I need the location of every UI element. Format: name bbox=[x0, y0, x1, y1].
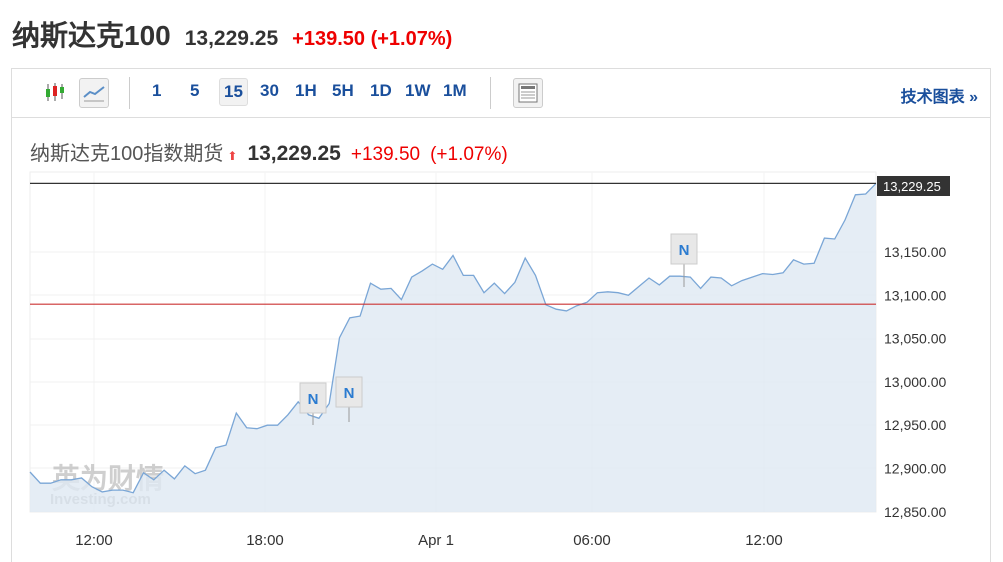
price-line bbox=[29, 182, 877, 494]
news-marker bbox=[335, 376, 363, 408]
y-tick-label: 13,000.00 bbox=[884, 374, 946, 390]
news-marker bbox=[670, 233, 698, 265]
quote-header: 纳斯达克100 13,229.25 +139.50 (+1.07%) bbox=[12, 14, 452, 54]
price: 13,229.25 bbox=[184, 27, 279, 50]
sub-change: +139.50 bbox=[350, 144, 421, 165]
interval-1H[interactable]: 1H bbox=[295, 81, 317, 100]
y-tick-label: 13,150.00 bbox=[884, 244, 946, 260]
x-tick-label: 18:00 bbox=[246, 532, 284, 549]
y-tick-label: 12,850.00 bbox=[884, 504, 946, 520]
sub-price: 13,229.25 bbox=[247, 142, 341, 165]
news-layout-icon[interactable] bbox=[513, 78, 543, 108]
chart-widget: 1 5 15 30 1H 5H 1D 1W 1M 技术图表 » bbox=[11, 68, 991, 562]
change: +139.50 (+1.07%) bbox=[292, 28, 453, 50]
news-marker-label: N bbox=[344, 385, 355, 402]
news-marker-label: N bbox=[679, 242, 690, 259]
x-tick-label: 12:00 bbox=[75, 532, 113, 549]
price-area bbox=[30, 183, 876, 512]
interval-5[interactable]: 5 bbox=[190, 81, 200, 100]
interval-1W[interactable]: 1W bbox=[405, 81, 431, 100]
interval-1[interactable]: 1 bbox=[152, 81, 162, 100]
x-tick-label: 12:00 bbox=[745, 532, 783, 549]
technical-chart-link[interactable]: 技术图表 » bbox=[900, 89, 978, 106]
interval-5H[interactable]: 5H bbox=[332, 81, 354, 100]
line-chart-icon[interactable] bbox=[79, 78, 109, 108]
news-marker bbox=[299, 382, 327, 414]
candlestick-icon[interactable] bbox=[40, 78, 70, 108]
up-arrow-icon: ⬆ bbox=[227, 149, 238, 163]
x-tick-label: Apr 1 bbox=[418, 532, 454, 549]
chart-toolbar: 1 5 15 30 1H 5H 1D 1W 1M 技术图表 » bbox=[12, 69, 990, 118]
instrument-title: 纳斯达克100 bbox=[12, 20, 171, 51]
instrument-name: 纳斯达克100指数期货 bbox=[30, 143, 224, 165]
interval-1D[interactable]: 1D bbox=[370, 81, 392, 100]
interval-15[interactable]: 15 bbox=[219, 78, 248, 106]
x-tick-label: 06:00 bbox=[573, 532, 611, 549]
last-price-label: 13,229.25 bbox=[883, 179, 941, 194]
interval-30[interactable]: 30 bbox=[260, 81, 279, 100]
y-tick-label: 13,100.00 bbox=[884, 287, 946, 303]
chart-subtitle: 纳斯达克100指数期货 ⬆ 13,229.25 +139.50 (+1.07%) bbox=[30, 137, 508, 166]
y-tick-label: 12,950.00 bbox=[884, 417, 946, 433]
y-tick-label: 12,900.00 bbox=[884, 461, 946, 477]
last-price-badge bbox=[877, 176, 950, 196]
interval-1M[interactable]: 1M bbox=[443, 81, 467, 100]
news-marker-label: N bbox=[308, 391, 319, 408]
sub-pct: (+1.07%) bbox=[430, 144, 508, 165]
y-tick-label: 13,050.00 bbox=[884, 331, 946, 347]
